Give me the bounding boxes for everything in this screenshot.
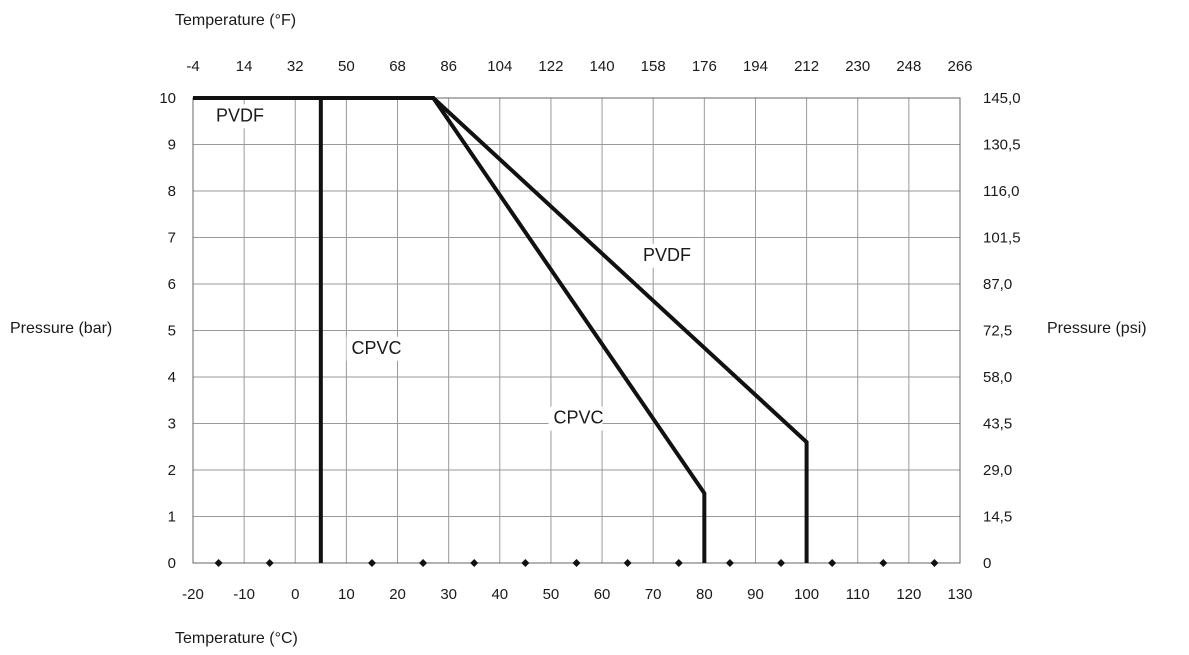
y-tick-label-psi: 72,5 xyxy=(983,323,1012,340)
series-label-pvdf: PVDF xyxy=(216,105,264,125)
x-tick-label-celsius: 90 xyxy=(747,586,764,603)
baseline-marker xyxy=(572,559,581,567)
y-tick-label-bar: 8 xyxy=(168,183,176,200)
baseline-marker xyxy=(470,559,479,567)
x-tick-label-celsius: 120 xyxy=(896,586,921,603)
x-tick-label-celsius: -10 xyxy=(233,586,255,603)
y-tick-label-bar: 5 xyxy=(168,323,176,340)
x-tick-label-fahrenheit: 86 xyxy=(440,58,457,75)
y-tick-label-psi: 14,5 xyxy=(983,509,1012,526)
x-tick-label-fahrenheit: 176 xyxy=(692,58,717,75)
x-tick-label-celsius: 50 xyxy=(543,586,560,603)
x-tick-label-celsius: 30 xyxy=(440,586,457,603)
annotation-backdrop xyxy=(637,243,692,268)
x-tick-label-fahrenheit: 266 xyxy=(947,58,972,75)
y-tick-label-psi: 58,0 xyxy=(983,369,1012,386)
y-tick-label-bar: 6 xyxy=(168,276,176,293)
x-tick-label-fahrenheit: 230 xyxy=(845,58,870,75)
x-tick-label-fahrenheit: 32 xyxy=(287,58,304,75)
series-label-cpvc: CPVC xyxy=(352,338,402,358)
x-tick-label-celsius: 0 xyxy=(291,586,299,603)
annotation-backdrop xyxy=(211,104,266,129)
x-tick-label-fahrenheit: 248 xyxy=(896,58,921,75)
baseline-marker xyxy=(930,559,939,567)
y-tick-label-bar: 9 xyxy=(168,137,176,154)
x-tick-label-celsius: 40 xyxy=(491,586,508,603)
series-line-pvdf xyxy=(193,96,809,563)
x-tick-label-celsius: 10 xyxy=(338,586,355,603)
y-tick-label-bar: 4 xyxy=(168,369,176,386)
baseline-marker xyxy=(623,559,632,567)
x-tick-label-celsius: 70 xyxy=(645,586,662,603)
series-label-cpvc: CPVC xyxy=(553,408,603,428)
annotation-backdrop xyxy=(346,336,401,361)
x-tick-label-celsius: 80 xyxy=(696,586,713,603)
annotation-layer: PVDF PVDF CPVC CPVC xyxy=(211,104,692,431)
right-axis-title: Pressure (psi) xyxy=(1047,320,1147,337)
x-tick-label-fahrenheit: 122 xyxy=(538,58,563,75)
baseline-marker xyxy=(777,559,786,567)
y-tick-label-bar: 0 xyxy=(168,555,176,572)
annotation-backdrop xyxy=(548,406,603,431)
y-tick-label-psi: 116,0 xyxy=(983,183,1019,200)
baseline-marker xyxy=(521,559,530,567)
bottom-axis-title: Temperature (°C) xyxy=(175,630,298,647)
tick-label-layer: -20 -10 0 10 20 30 40 50 60 70 80 90 100 110 120 130-4 1… xyxy=(159,58,1020,603)
x-tick-label-celsius: 60 xyxy=(594,586,611,603)
y-tick-label-psi: 101,5 xyxy=(983,230,1021,247)
x-tick-label-fahrenheit: 140 xyxy=(590,58,615,75)
x-tick-label-celsius: -20 xyxy=(182,586,204,603)
series-label-pvdf: PVDF xyxy=(643,245,691,265)
x-tick-label-celsius: 130 xyxy=(947,586,972,603)
series-line-cpvc xyxy=(318,96,707,563)
x-tick-label-fahrenheit: 104 xyxy=(487,58,512,75)
y-tick-label-psi: 0 xyxy=(983,555,991,572)
x-tick-label-fahrenheit: 194 xyxy=(743,58,768,75)
x-tick-label-celsius: 20 xyxy=(389,586,406,603)
x-tick-label-fahrenheit: 158 xyxy=(641,58,666,75)
series-layer xyxy=(193,96,809,563)
baseline-marker xyxy=(265,559,274,567)
baseline-marker xyxy=(214,559,223,567)
baseline-marker xyxy=(367,559,376,567)
top-axis-title: Temperature (°F) xyxy=(175,12,296,29)
y-tick-label-psi: 43,5 xyxy=(983,416,1012,433)
y-tick-label-bar: 1 xyxy=(168,509,176,526)
y-tick-label-psi: 87,0 xyxy=(983,276,1012,293)
x-tick-label-fahrenheit: 68 xyxy=(389,58,406,75)
x-tick-label-celsius: 100 xyxy=(794,586,819,603)
x-tick-label-celsius: 110 xyxy=(846,586,870,603)
x-tick-label-fahrenheit: 14 xyxy=(236,58,253,75)
x-tick-label-fahrenheit: 50 xyxy=(338,58,355,75)
left-axis-title: Pressure (bar) xyxy=(10,320,112,337)
baseline-marker xyxy=(879,559,888,567)
y-tick-label-psi: 29,0 xyxy=(983,462,1012,479)
marker-layer xyxy=(214,559,939,567)
baseline-marker xyxy=(674,559,683,567)
x-tick-label-fahrenheit: -4 xyxy=(186,58,199,75)
y-tick-label-bar: 2 xyxy=(168,462,176,479)
y-tick-label-bar: 3 xyxy=(168,416,176,433)
x-tick-label-fahrenheit: 212 xyxy=(794,58,819,75)
y-tick-label-psi: 130,5 xyxy=(983,137,1021,154)
baseline-marker xyxy=(725,559,734,567)
y-tick-label-bar: 7 xyxy=(168,230,176,247)
baseline-marker xyxy=(419,559,428,567)
grid-layer xyxy=(192,97,961,564)
y-tick-label-bar: 10 xyxy=(159,90,176,107)
baseline-marker xyxy=(828,559,837,567)
y-tick-label-psi: 145,0 xyxy=(983,90,1021,107)
